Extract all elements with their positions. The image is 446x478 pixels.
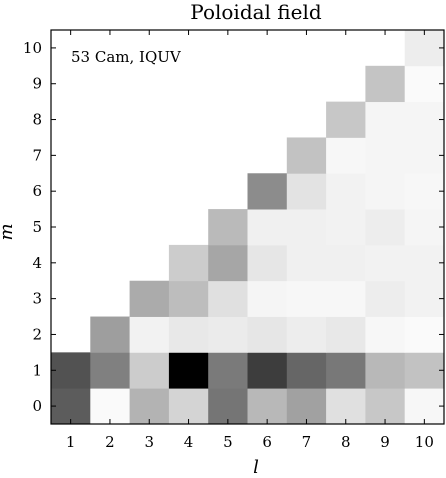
cell-l8-m4 <box>326 244 366 282</box>
cell-l9-m8 <box>365 101 406 138</box>
cell-l10-m4 <box>404 244 445 282</box>
cell-l7-m1 <box>286 352 327 389</box>
cell-l9-m0 <box>365 388 406 425</box>
cell-l9-m2 <box>365 316 406 353</box>
cell-l8-m5 <box>326 209 366 246</box>
x-tick-label-6: 6 <box>262 433 272 451</box>
cell-l7-m0 <box>286 388 327 425</box>
cell-l7-m3 <box>286 280 327 317</box>
cell-l10-m10 <box>404 30 445 67</box>
cell-l3-m3 <box>129 280 170 317</box>
cell-l1-m0 <box>51 388 91 425</box>
x-axis-title: l <box>253 457 259 478</box>
cell-l10-m3 <box>404 280 445 317</box>
cell-l9-m4 <box>365 244 406 282</box>
cell-l10-m5 <box>404 209 445 246</box>
cell-l5-m2 <box>208 316 248 353</box>
cell-l5-m0 <box>208 388 248 425</box>
cell-l5-m5 <box>208 209 248 246</box>
cell-l10-m7 <box>404 137 445 174</box>
y-tick-label-9: 9 <box>32 75 42 93</box>
cell-l6-m4 <box>247 244 288 282</box>
cell-l8-m7 <box>326 137 366 174</box>
x-tick-label-5: 5 <box>223 433 233 451</box>
y-tick-label-8: 8 <box>32 111 42 129</box>
cell-l4-m1 <box>168 352 209 389</box>
x-tick-label-8: 8 <box>341 433 351 451</box>
cell-l8-m6 <box>326 173 366 210</box>
cell-l8-m1 <box>326 352 366 389</box>
x-tick-label-10: 10 <box>415 433 434 451</box>
cell-l6-m2 <box>247 316 288 353</box>
cell-l6-m5 <box>247 209 288 246</box>
x-tick-label-7: 7 <box>302 433 312 451</box>
cell-l6-m0 <box>247 388 288 425</box>
y-tick-labels: 0 1 2 3 4 5 6 7 8 9 10 <box>23 39 42 415</box>
cell-l4-m3 <box>168 280 209 317</box>
y-axis-title: m <box>0 223 17 240</box>
cell-l7-m6 <box>286 173 327 210</box>
cell-l9-m3 <box>365 280 406 317</box>
x-tick-labels: 1 2 3 4 5 6 7 8 9 10 <box>66 433 434 451</box>
cell-l9-m5 <box>365 209 406 246</box>
heatmap-cells <box>51 30 445 425</box>
cell-l10-m9 <box>404 65 445 103</box>
x-tick-label-9: 9 <box>380 433 390 451</box>
cell-l8-m8 <box>326 101 366 138</box>
y-tick-label-7: 7 <box>32 146 42 164</box>
cell-l6-m1 <box>247 352 288 389</box>
x-tick-label-2: 2 <box>105 433 115 451</box>
x-tick-label-4: 4 <box>184 433 194 451</box>
cell-l7-m2 <box>286 316 327 353</box>
cell-l9-m7 <box>365 137 406 174</box>
chart-title: Poloidal field <box>190 0 322 24</box>
cell-l7-m7 <box>286 137 327 174</box>
cell-l4-m0 <box>168 388 209 425</box>
cell-l8-m2 <box>326 316 366 353</box>
y-tick-label-0: 0 <box>32 397 42 415</box>
cell-l7-m4 <box>286 244 327 282</box>
cell-l3-m1 <box>129 352 170 389</box>
cell-l2-m2 <box>90 316 130 353</box>
cell-l1-m1 <box>51 352 91 389</box>
y-tick-label-4: 4 <box>32 254 42 272</box>
cell-l6-m6 <box>247 173 288 210</box>
axis-ticks <box>51 30 444 424</box>
cell-l8-m3 <box>326 280 366 317</box>
cell-l10-m8 <box>404 101 445 138</box>
cell-l10-m2 <box>404 316 445 353</box>
cell-l5-m4 <box>208 244 248 282</box>
cell-l10-m1 <box>404 352 445 389</box>
cell-l4-m4 <box>168 244 209 282</box>
y-tick-label-10: 10 <box>23 39 42 57</box>
cell-l7-m5 <box>286 209 327 246</box>
x-tick-label-3: 3 <box>144 433 154 451</box>
cell-l2-m1 <box>90 352 130 389</box>
cell-l9-m6 <box>365 173 406 210</box>
x-tick-label-1: 1 <box>66 433 76 451</box>
y-tick-label-3: 3 <box>32 290 42 308</box>
cell-l5-m1 <box>208 352 248 389</box>
y-tick-label-6: 6 <box>32 182 42 200</box>
cell-l4-m2 <box>168 316 209 353</box>
star-annotation: 53 Cam, IQUV <box>71 48 182 66</box>
y-tick-label-1: 1 <box>32 361 42 379</box>
cell-l6-m3 <box>247 280 288 317</box>
cell-l3-m2 <box>129 316 170 353</box>
y-tick-label-2: 2 <box>32 325 42 343</box>
cell-l9-m1 <box>365 352 406 389</box>
cell-l5-m3 <box>208 280 248 317</box>
cell-l8-m0 <box>326 388 366 425</box>
y-tick-label-5: 5 <box>32 218 42 236</box>
cell-l10-m6 <box>404 173 445 210</box>
cell-l3-m0 <box>129 388 170 425</box>
cell-l10-m0 <box>404 388 445 425</box>
cell-l9-m9 <box>365 65 406 103</box>
cell-l2-m0 <box>90 388 130 425</box>
